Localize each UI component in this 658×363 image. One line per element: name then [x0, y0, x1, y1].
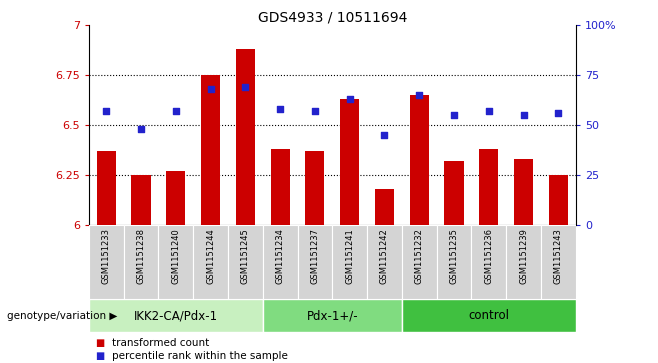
- Bar: [479, 149, 498, 225]
- Bar: [228, 225, 263, 299]
- Bar: [410, 95, 429, 225]
- Text: genotype/variation ▶: genotype/variation ▶: [7, 311, 117, 321]
- Text: GSM1151236: GSM1151236: [484, 228, 494, 284]
- Point: [240, 84, 251, 90]
- Bar: [236, 49, 255, 225]
- Point: [484, 108, 494, 114]
- Text: percentile rank within the sample: percentile rank within the sample: [112, 351, 288, 361]
- Text: GSM1151238: GSM1151238: [136, 228, 145, 284]
- Point: [275, 106, 286, 112]
- Text: Pdx-1+/-: Pdx-1+/-: [307, 309, 358, 322]
- Text: GSM1151234: GSM1151234: [276, 228, 285, 284]
- Text: ■: ■: [95, 338, 105, 348]
- Bar: [159, 225, 193, 299]
- Text: control: control: [468, 309, 509, 322]
- Bar: [506, 225, 541, 299]
- Point: [344, 96, 355, 102]
- Point: [310, 108, 320, 114]
- Bar: [402, 225, 437, 299]
- Point: [136, 126, 146, 132]
- Text: GSM1151241: GSM1151241: [345, 228, 354, 284]
- Bar: [305, 151, 324, 225]
- Point: [414, 92, 424, 98]
- Bar: [437, 225, 471, 299]
- Bar: [514, 159, 533, 225]
- Bar: [270, 149, 290, 225]
- Bar: [263, 225, 297, 299]
- Bar: [263, 299, 402, 332]
- Bar: [97, 151, 116, 225]
- Text: GSM1151244: GSM1151244: [206, 228, 215, 284]
- Text: GSM1151237: GSM1151237: [311, 228, 319, 284]
- Text: GSM1151240: GSM1151240: [171, 228, 180, 284]
- Text: GSM1151239: GSM1151239: [519, 228, 528, 284]
- Bar: [124, 225, 159, 299]
- Point: [170, 108, 181, 114]
- Bar: [471, 225, 506, 299]
- Text: ■: ■: [95, 351, 105, 361]
- Point: [101, 108, 111, 114]
- Text: transformed count: transformed count: [112, 338, 209, 348]
- Bar: [89, 225, 124, 299]
- Bar: [193, 225, 228, 299]
- Bar: [444, 161, 464, 225]
- Bar: [89, 299, 263, 332]
- Text: GSM1151235: GSM1151235: [449, 228, 459, 284]
- Bar: [340, 99, 359, 225]
- Bar: [367, 225, 402, 299]
- Text: GSM1151232: GSM1151232: [415, 228, 424, 284]
- Text: GSM1151245: GSM1151245: [241, 228, 250, 284]
- Bar: [166, 171, 186, 225]
- Text: GSM1151242: GSM1151242: [380, 228, 389, 284]
- Bar: [201, 75, 220, 225]
- Bar: [332, 225, 367, 299]
- Bar: [297, 225, 332, 299]
- Point: [205, 86, 216, 92]
- Bar: [402, 299, 576, 332]
- Point: [379, 132, 390, 138]
- Point: [449, 113, 459, 118]
- Bar: [375, 189, 394, 225]
- Bar: [541, 225, 576, 299]
- Text: IKK2-CA/Pdx-1: IKK2-CA/Pdx-1: [134, 309, 218, 322]
- Text: GDS4933 / 10511694: GDS4933 / 10511694: [257, 11, 407, 25]
- Text: GSM1151233: GSM1151233: [102, 228, 111, 284]
- Bar: [132, 175, 151, 225]
- Bar: [549, 175, 568, 225]
- Point: [519, 113, 529, 118]
- Point: [553, 110, 564, 116]
- Text: GSM1151243: GSM1151243: [554, 228, 563, 284]
